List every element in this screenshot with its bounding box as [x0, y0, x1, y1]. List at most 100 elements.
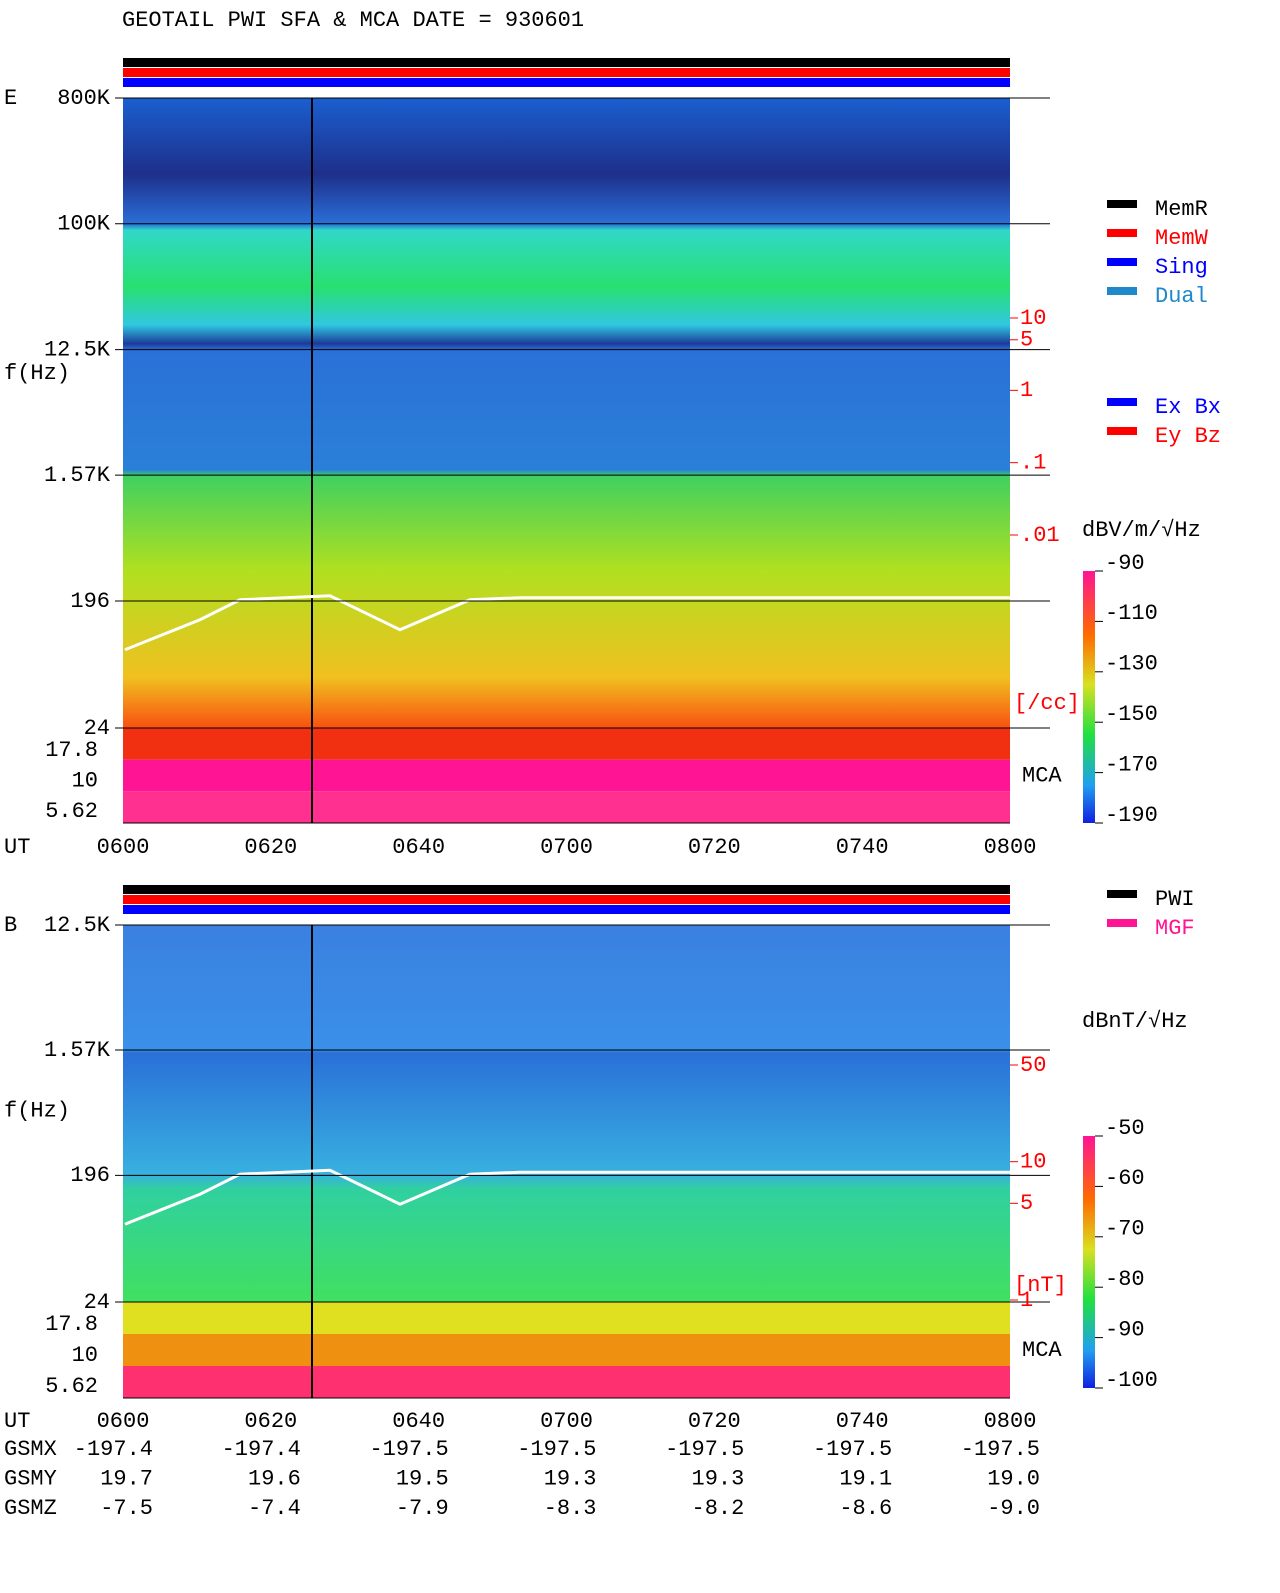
colorbar-tick-label: -190	[1105, 803, 1158, 828]
panel-label: B	[4, 913, 17, 938]
mca-band	[123, 1366, 1010, 1398]
mca-label: MCA	[1022, 1338, 1062, 1363]
x-tick-label: 0720	[688, 1409, 741, 1434]
orbit-row-name: GSMZ	[4, 1496, 57, 1521]
density-unit: [/cc]	[1014, 691, 1080, 716]
density-tick-label: 5	[1020, 1191, 1033, 1216]
orbit-value: -197.5	[369, 1437, 448, 1462]
y-tick-label: 12.5K	[44, 913, 111, 938]
legend-swatch	[1107, 229, 1137, 237]
colorbar-tick-label: -130	[1105, 652, 1158, 677]
plasma-line	[124, 1168, 1010, 1226]
orbit-value: 19.5	[396, 1466, 449, 1491]
density-tick-label: 1	[1020, 378, 1033, 403]
density-tick-label: 10	[1020, 1149, 1046, 1174]
y-tick-label: 100K	[57, 212, 111, 237]
x-tick-label: 0640	[392, 835, 445, 860]
mca-band	[123, 728, 1010, 760]
y-tick-label: 1.57K	[44, 463, 111, 488]
legend-label: Ex Bx	[1155, 395, 1221, 420]
y-tick-label: 196	[70, 1163, 110, 1188]
colorbar-tick-label: -110	[1105, 601, 1158, 626]
orbit-value: -8.3	[544, 1496, 597, 1521]
y-axis-label: f(Hz)	[4, 361, 70, 386]
legend-label: MemW	[1155, 226, 1209, 251]
colorbar-label: dBnT/√Hz	[1082, 1009, 1188, 1034]
orbit-value: -197.5	[665, 1437, 744, 1462]
orbit-value: -197.4	[74, 1437, 153, 1462]
y-tick-label: 800K	[57, 86, 111, 111]
orbit-value: -7.9	[396, 1496, 449, 1521]
mca-channel-label: 5.62	[45, 799, 98, 824]
legend-label: MGF	[1155, 916, 1195, 941]
colorbar-tick-label: -70	[1105, 1217, 1145, 1242]
colorbar-label: dBV/m/√Hz	[1082, 518, 1201, 543]
mca-label: MCA	[1022, 763, 1062, 788]
density-tick-label: 5	[1020, 328, 1033, 353]
legend-swatch	[1107, 427, 1137, 435]
y-tick-label: 24	[84, 1290, 110, 1315]
orbit-value: 19.1	[839, 1466, 892, 1491]
x-tick-label: 0700	[540, 835, 593, 860]
orbit-value: 19.0	[987, 1466, 1040, 1491]
x-tick-label: 0720	[688, 835, 741, 860]
title: GEOTAIL PWI SFA & MCA DATE = 930601	[122, 8, 584, 33]
panel-label: E	[4, 86, 17, 111]
density-tick-label: .01	[1020, 523, 1060, 548]
x-tick-label: 0700	[540, 1409, 593, 1434]
y-tick-label: 12.5K	[44, 337, 111, 362]
colorbar-tick-label: -90	[1105, 1317, 1145, 1342]
legend-swatch	[1107, 287, 1137, 295]
status-bar	[123, 885, 1010, 894]
orbit-value: 19.6	[248, 1466, 301, 1491]
spectrogram	[123, 925, 1010, 1302]
y-tick-label: 24	[84, 716, 110, 741]
x-tick-label: 0620	[244, 835, 297, 860]
colorbar-tick-label: -60	[1105, 1166, 1145, 1191]
orbit-value: -7.5	[100, 1496, 153, 1521]
colorbar-tick-label: -80	[1105, 1267, 1145, 1292]
orbit-value: 19.7	[100, 1466, 153, 1491]
legend-swatch	[1107, 890, 1137, 898]
mca-band	[123, 759, 1010, 792]
x-tick-label: 0800	[984, 1409, 1037, 1434]
y-tick-label: 196	[70, 589, 110, 614]
orbit-value: -9.0	[987, 1496, 1040, 1521]
plasma-line	[124, 594, 1010, 652]
legend-label: Dual	[1155, 284, 1208, 309]
legend-label: PWI	[1155, 887, 1195, 912]
colorbar	[1083, 571, 1095, 823]
mca-band	[123, 1334, 1010, 1366]
x-tick-label: 0740	[836, 835, 889, 860]
mca-channel-label: 10	[72, 1343, 98, 1368]
orbit-row-name: GSMY	[4, 1466, 57, 1491]
spectrogram	[123, 98, 1010, 728]
x-axis-label: UT	[4, 1409, 30, 1434]
orbit-value: 19.3	[692, 1466, 745, 1491]
orbit-value: -8.2	[692, 1496, 745, 1521]
legend-swatch	[1107, 919, 1137, 927]
colorbar-tick-label: -50	[1105, 1116, 1145, 1141]
legend-label: Sing	[1155, 255, 1208, 280]
orbit-value: -197.4	[222, 1437, 301, 1462]
x-tick-label: 0640	[392, 1409, 445, 1434]
mca-band	[123, 1302, 1010, 1334]
status-bar	[123, 78, 1010, 87]
y-tick-label: 1.57K	[44, 1038, 111, 1063]
y-axis-label: f(Hz)	[4, 1098, 70, 1123]
density-tick-label: 50	[1020, 1053, 1046, 1078]
colorbar-tick-label: -150	[1105, 702, 1158, 727]
x-axis-label: UT	[4, 835, 30, 860]
status-bar	[123, 58, 1010, 67]
status-bar	[123, 905, 1010, 914]
mca-band	[123, 791, 1010, 823]
x-tick-label: 0600	[97, 835, 150, 860]
orbit-value: -197.5	[961, 1437, 1040, 1462]
orbit-value: -197.5	[813, 1437, 892, 1462]
orbit-value: -7.4	[248, 1496, 301, 1521]
density-tick-label: 1	[1020, 1288, 1033, 1313]
colorbar	[1083, 1136, 1095, 1388]
density-tick-label: .1	[1020, 450, 1046, 475]
colorbar-tick-label: -90	[1105, 551, 1145, 576]
